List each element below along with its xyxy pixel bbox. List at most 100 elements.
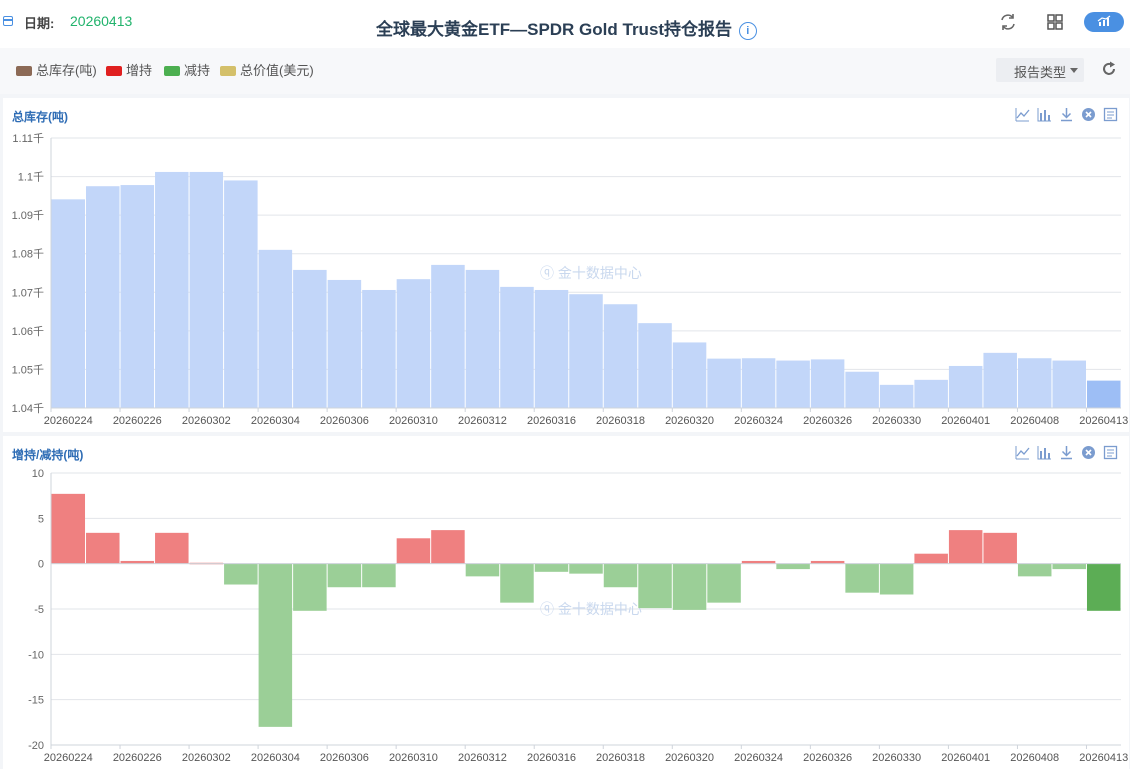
y-tick-label: -20 — [28, 740, 44, 752]
bar[interactable] — [534, 563, 569, 572]
bar[interactable] — [465, 563, 500, 577]
date-label: 日期: — [24, 16, 55, 31]
x-tick-label: 20260304 — [251, 752, 300, 764]
bar[interactable] — [155, 532, 189, 564]
bar[interactable] — [362, 289, 396, 408]
bar[interactable] — [534, 289, 569, 408]
x-tick-label: 20260226 — [113, 752, 162, 764]
bar[interactable] — [224, 180, 258, 408]
bar[interactable] — [569, 563, 603, 574]
bar[interactable] — [224, 563, 258, 585]
y-tick-label: 5 — [38, 513, 44, 525]
bar[interactable] — [638, 323, 672, 408]
bar[interactable] — [672, 342, 707, 408]
bar[interactable] — [120, 560, 155, 564]
bar[interactable] — [293, 563, 327, 611]
y-tick-label: 10 — [32, 468, 44, 480]
y-tick-label: 1.06千 — [12, 325, 44, 338]
bar[interactable] — [51, 493, 86, 564]
report-type-select[interactable]: 报告类型 — [996, 58, 1084, 82]
bar[interactable] — [879, 384, 914, 408]
download-icon[interactable] — [1059, 445, 1074, 460]
bar[interactable] — [845, 563, 879, 593]
bar[interactable] — [603, 304, 638, 408]
download-icon[interactable] — [1059, 107, 1074, 122]
bar[interactable] — [1086, 380, 1121, 408]
bar[interactable] — [948, 365, 983, 408]
bar[interactable] — [465, 269, 500, 408]
chart-toggle-button[interactable] — [1084, 12, 1124, 32]
bar[interactable] — [776, 360, 810, 408]
bar[interactable] — [1052, 563, 1086, 570]
refresh-icon[interactable] — [998, 12, 1018, 32]
bar[interactable] — [500, 563, 534, 603]
bar[interactable] — [396, 538, 431, 564]
bar-chart-icon[interactable] — [1037, 445, 1052, 460]
bar[interactable] — [638, 563, 672, 609]
bar[interactable] — [258, 563, 293, 727]
bar[interactable] — [362, 563, 396, 588]
bar[interactable] — [672, 563, 707, 610]
legend-item-inventory[interactable]: 总库存(吨) — [16, 60, 97, 79]
bar[interactable] — [86, 532, 120, 564]
bar[interactable] — [1017, 358, 1052, 408]
chevron-down-icon — [1070, 68, 1078, 73]
legend-item-total-value[interactable]: 总价值(美元) — [220, 60, 314, 79]
bar[interactable] — [1086, 563, 1121, 611]
y-tick-label: 1.11千 — [12, 132, 44, 145]
bar[interactable] — [603, 563, 638, 588]
watermark: ⓠ 金十数据中心 — [540, 265, 642, 281]
bar[interactable] — [431, 264, 465, 408]
bar[interactable] — [1017, 563, 1052, 577]
bar[interactable] — [120, 185, 155, 408]
line-chart-icon[interactable] — [1015, 107, 1030, 122]
close-icon[interactable] — [1081, 107, 1096, 122]
data-view-icon[interactable] — [1103, 107, 1118, 122]
bar[interactable] — [431, 530, 465, 564]
x-tick-label: 20260310 — [389, 752, 438, 764]
legend-item-increase[interactable]: 增持 — [106, 60, 152, 79]
bar[interactable] — [51, 199, 86, 408]
bar[interactable] — [741, 560, 776, 564]
bar[interactable] — [707, 563, 741, 603]
bar[interactable] — [258, 249, 293, 408]
bar[interactable] — [845, 371, 879, 408]
bar[interactable] — [810, 560, 845, 564]
legend-item-decrease[interactable]: 减持 — [164, 60, 210, 79]
info-icon[interactable]: i — [738, 22, 757, 40]
bar[interactable] — [810, 359, 845, 408]
line-chart-icon[interactable] — [1015, 445, 1030, 460]
chart-title: 增持/减持(吨) — [12, 448, 84, 462]
bar[interactable] — [948, 530, 983, 564]
bar[interactable] — [155, 171, 189, 408]
x-tick-label: 20260401 — [941, 752, 990, 764]
bar[interactable] — [914, 553, 948, 564]
chart-toolbox — [1015, 445, 1118, 460]
bar[interactable] — [293, 269, 327, 408]
bar[interactable] — [776, 563, 810, 570]
bar[interactable] — [879, 563, 914, 595]
bar[interactable] — [327, 563, 362, 588]
bar[interactable] — [741, 358, 776, 408]
bar[interactable] — [914, 379, 948, 408]
data-view-icon[interactable] — [1103, 445, 1118, 460]
bar[interactable] — [86, 186, 120, 408]
grid-icon[interactable] — [1046, 13, 1064, 31]
bar[interactable] — [396, 279, 431, 408]
x-tick-label: 20260318 — [596, 752, 645, 764]
page-title: 全球最大黄金ETF—SPDR Gold Trust持仓报告 i — [376, 15, 757, 40]
bar[interactable] — [983, 352, 1017, 408]
x-tick-label: 20260326 — [803, 752, 852, 764]
bar[interactable] — [569, 294, 603, 408]
bar[interactable] — [1052, 360, 1086, 408]
reload-icon[interactable] — [1100, 60, 1118, 78]
bar[interactable] — [500, 286, 534, 408]
close-icon[interactable] — [1081, 445, 1096, 460]
bar[interactable] — [189, 171, 224, 408]
date-value[interactable]: 20260413 — [70, 13, 133, 29]
bar[interactable] — [983, 532, 1017, 564]
bar-chart-icon[interactable] — [1037, 107, 1052, 122]
legend-bar: 总库存(吨) 增持 减持 总价值(美元) 报告类型 — [0, 48, 1130, 94]
bar[interactable] — [327, 279, 362, 408]
bar[interactable] — [707, 358, 741, 408]
